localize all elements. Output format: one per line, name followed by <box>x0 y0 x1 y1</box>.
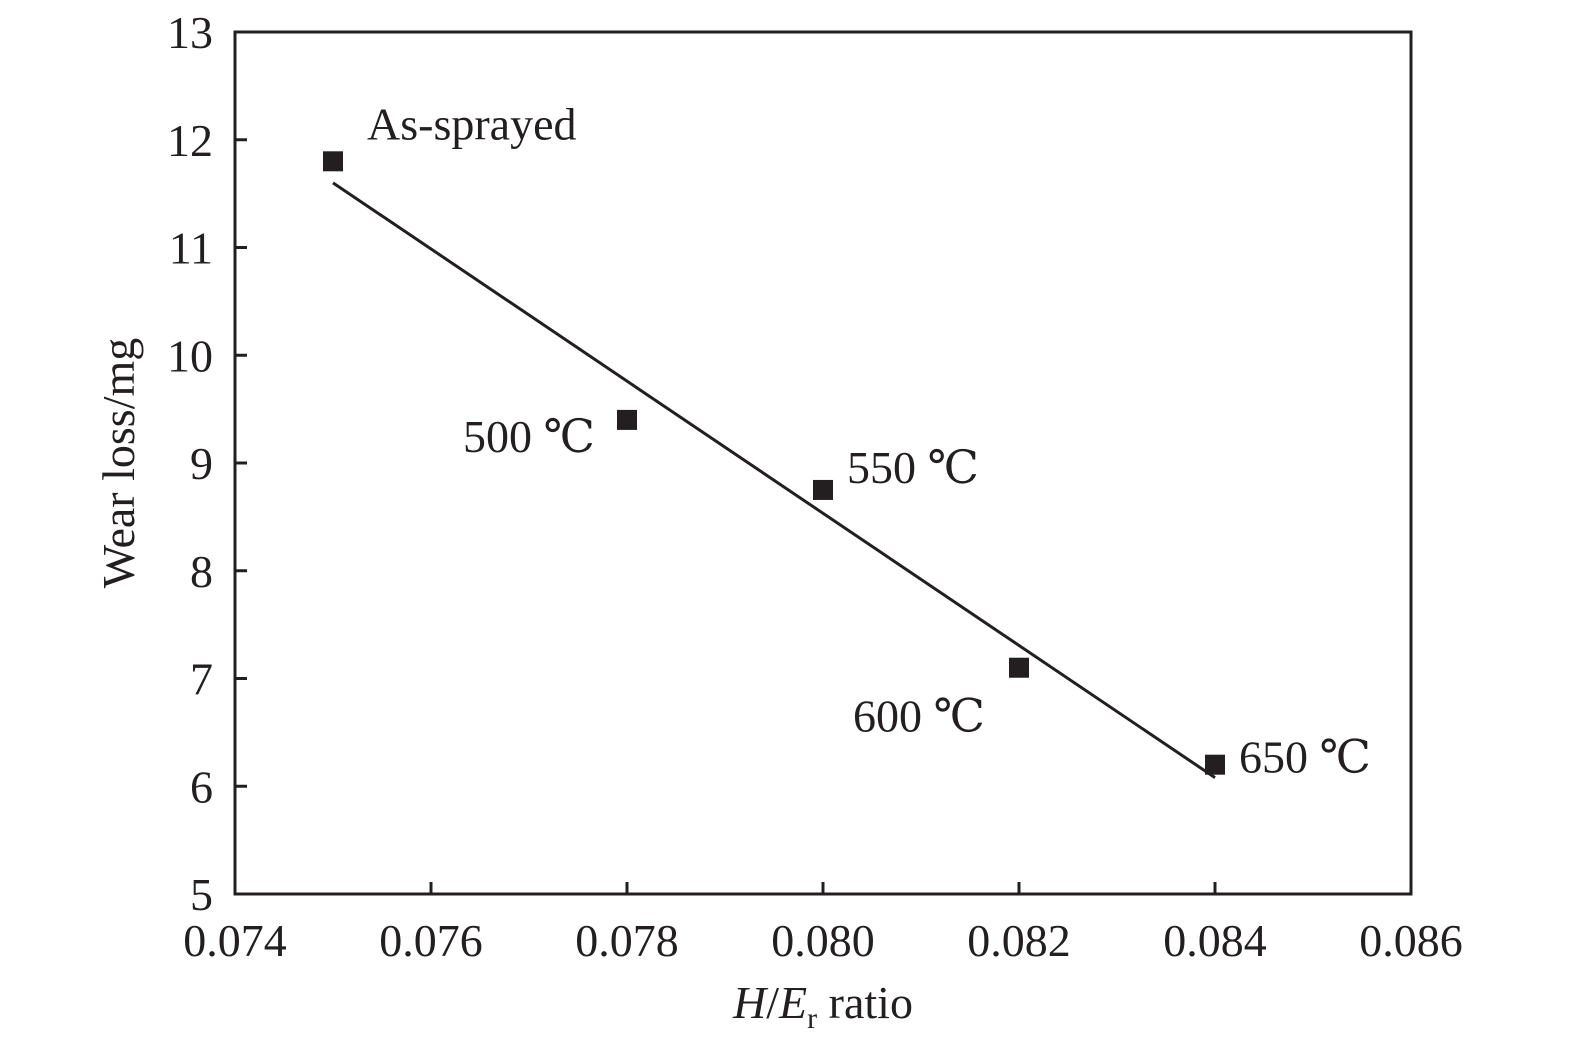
data-point-label: 500 ℃ <box>463 411 595 462</box>
y-tick-label: 5 <box>190 869 213 920</box>
data-points <box>323 151 1225 775</box>
x-tick-label: 0.078 <box>575 915 679 966</box>
y-tick-label: 12 <box>167 115 213 166</box>
x-tick-label: 0.080 <box>771 915 875 966</box>
data-point-label: As-sprayed <box>367 98 577 149</box>
data-point-label: 600 ℃ <box>853 691 985 742</box>
y-tick-label: 7 <box>190 654 213 705</box>
y-tick-label: 10 <box>167 330 213 381</box>
data-point <box>813 479 833 500</box>
x-tick-label: 0.082 <box>967 915 1071 966</box>
y-tick-label: 9 <box>190 438 213 489</box>
x-tick-label: 0.076 <box>379 915 483 966</box>
y-tick-label: 6 <box>190 761 213 812</box>
y-axis-ticks: 5 6 7 8 9 10 11 12 13 <box>167 7 247 920</box>
data-point-label: 550 ℃ <box>847 442 979 493</box>
y-tick-label: 8 <box>190 546 213 597</box>
x-tick-label: 0.086 <box>1359 915 1463 966</box>
x-tick-label: 0.074 <box>183 915 287 966</box>
data-point <box>1009 657 1029 678</box>
data-point-label: 650 ℃ <box>1239 732 1371 783</box>
fit-line-group <box>332 181 1216 779</box>
x-axis-ticks: 0.074 0.076 0.078 0.080 0.082 0.084 0.086 <box>183 882 1463 966</box>
plot-frame <box>233 30 1413 896</box>
fit-line <box>332 181 1216 779</box>
data-point <box>323 151 343 172</box>
x-tick-label: 0.084 <box>1163 915 1267 966</box>
data-point <box>1205 754 1225 775</box>
point-annotations: As-sprayed 500 ℃ 550 ℃ 600 ℃ 650 ℃ <box>367 98 1371 782</box>
y-tick-label: 11 <box>169 223 213 274</box>
x-axis-title: H/Er ratio <box>732 977 913 1035</box>
y-axis-title: Wear loss/mg <box>93 338 144 589</box>
y-tick-label: 13 <box>167 7 213 58</box>
data-point <box>617 409 637 430</box>
